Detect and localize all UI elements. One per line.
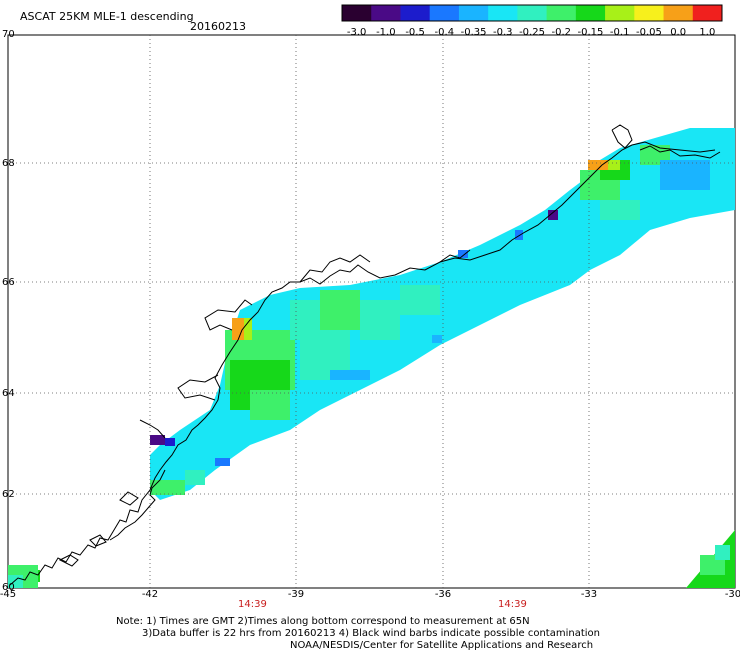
longitude-label: -42 <box>142 589 158 600</box>
colorbar-label: 0.0 <box>670 27 686 38</box>
colorbar-legend: -3.0 -1.0 -0.5 -0.4 -0.35 -0.3 -0.25 -0.2 -0.15-… <box>341 4 723 38</box>
colorbar-segment <box>546 5 577 21</box>
latitude-label: 68 <box>2 158 15 169</box>
colorbar-label: -0.05 <box>636 27 662 38</box>
latitude-label: 60 <box>2 582 15 593</box>
longitude-label: -36 <box>435 589 451 600</box>
swath-cell <box>548 210 558 220</box>
colorbar-label: 1.0 <box>699 27 715 38</box>
swath-cell <box>715 545 730 560</box>
colorbar-segment <box>488 5 518 21</box>
colorbar-label: -0.15 <box>578 27 604 38</box>
swath-cell <box>432 335 442 343</box>
time-label-right: 14:39 <box>498 599 527 610</box>
swath-cell <box>250 390 290 420</box>
latitude-labels: 70 68 66 64 62 60 <box>2 29 15 593</box>
swath-cell <box>150 480 185 495</box>
swath-cell <box>330 370 370 380</box>
colorbar-label: -3.0 <box>347 27 367 38</box>
swath-cell <box>600 200 640 220</box>
colorbar-segment <box>605 5 635 21</box>
swath-cell <box>185 470 205 485</box>
colorbar-label: -0.4 <box>435 27 455 38</box>
colorbar-segment <box>429 5 460 21</box>
note-line-2: 3)Data buffer is 22 hrs from 20160213 4)… <box>142 628 600 639</box>
colorbar-label: -0.2 <box>551 27 571 38</box>
map-title: ASCAT 25KM MLE-1 descending <box>20 10 194 23</box>
latitude-label: 62 <box>2 489 15 500</box>
swath-area <box>150 128 735 500</box>
map-date: 20160213 <box>190 20 246 33</box>
colorbar-segment <box>575 5 606 21</box>
colorbar-segment <box>634 5 665 21</box>
longitude-label: -33 <box>581 589 597 600</box>
colorbar-segment <box>517 5 548 21</box>
swath-cell <box>360 300 400 340</box>
swath-cell <box>150 435 165 445</box>
swath-cell <box>215 458 230 466</box>
colorbar-segment <box>400 5 431 21</box>
time-label-left: 14:39 <box>238 599 267 610</box>
longitude-label: -39 <box>288 589 304 600</box>
colorbar-label: -0.5 <box>405 27 425 38</box>
map-frame <box>7 34 736 589</box>
longitude-label: -45 <box>0 589 16 600</box>
swath-cell <box>515 230 523 240</box>
swath-data-layer <box>8 128 735 588</box>
colorbar-segment <box>371 5 401 21</box>
colorbar-label: -0.35 <box>461 27 487 38</box>
swath-cell <box>458 250 468 258</box>
graticule-gridlines <box>8 35 735 588</box>
colorbar-segment <box>692 5 723 21</box>
colorbar-segment <box>342 5 372 21</box>
greenland-coastline <box>9 124 721 586</box>
longitude-labels: -45 -42 -39 -36 -33 -30 <box>0 589 740 600</box>
swath-cell <box>244 318 252 340</box>
swath-cell <box>400 285 440 315</box>
swath-cell <box>232 318 244 340</box>
colorbar-label: -1.0 <box>376 27 396 38</box>
colorbar-segment <box>663 5 694 21</box>
longitude-label: -30 <box>725 589 740 600</box>
colorbar-label: -0.1 <box>610 27 630 38</box>
colorbar-label: -0.3 <box>493 27 513 38</box>
swath-cell <box>588 160 608 170</box>
note-line-3: NOAA/NESDIS/Center for Satellite Applica… <box>290 640 593 650</box>
latitude-label: 64 <box>2 388 15 399</box>
swath-cell <box>165 438 175 446</box>
swath-cell <box>660 160 710 190</box>
swath-cell <box>608 160 620 170</box>
swath-cell <box>320 290 360 330</box>
colorbar-segment <box>458 5 489 21</box>
latitude-label: 66 <box>2 277 15 288</box>
latitude-label: 70 <box>2 29 15 40</box>
note-line-1: Note: 1) Times are GMT 2)Times along bot… <box>116 616 530 627</box>
colorbar-label: -0.25 <box>519 27 545 38</box>
